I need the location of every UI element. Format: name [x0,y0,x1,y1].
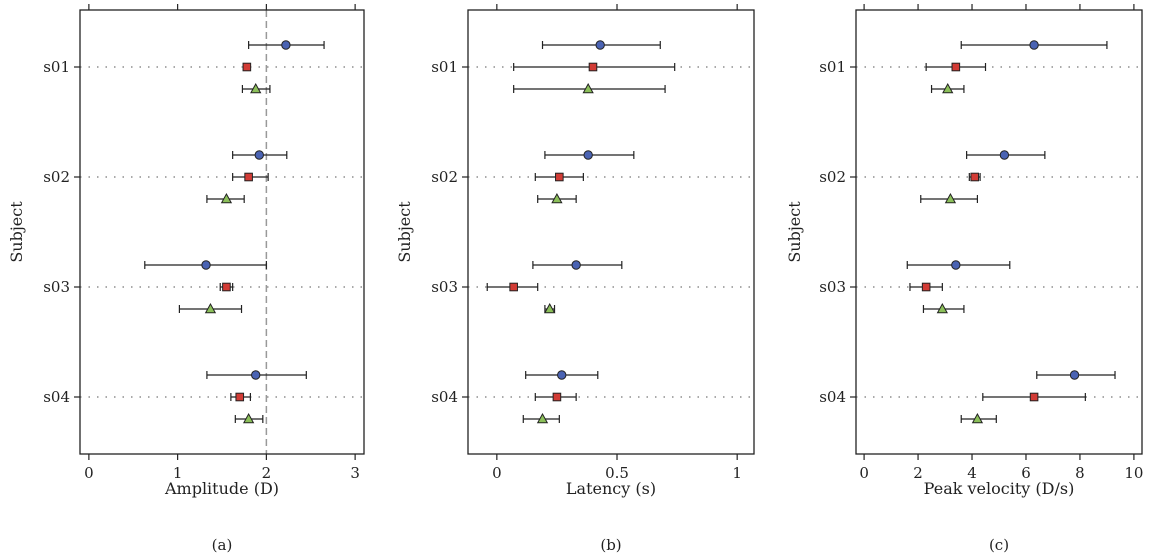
data-point-triangle-s04 [971,412,984,424]
y-tick-label-s02: s02 [431,168,458,186]
x-axis-label: Peak velocity (D/s) [924,479,1075,498]
x-tick-label: 0 [492,464,502,482]
plot-frame [79,9,365,455]
x-axis-label: Amplitude (D) [164,479,279,498]
data-point-circle-s04 [1069,370,1080,380]
data-point-circle-s01 [595,40,605,50]
data-point-square-s01 [588,62,598,72]
x-tick-label: 1 [732,464,742,482]
panel-2: 0 0.5 1 s01 s02 s03 s04 Latency (s) Subject (b) [395,4,755,554]
y-tick-label-s03: s03 [431,278,458,296]
panel-1: 0 1 2 3 s01 s02 s03 s04 Amplitude (D) Subject (a) [7,4,365,554]
data-point-circle-s04 [557,370,567,380]
data-point-triangle-s03 [544,302,556,314]
data-point-circle-s02 [999,150,1010,160]
series-square [486,62,676,402]
data-point-triangle-s04 [242,412,255,424]
y-tick-label-s02: s02 [819,168,846,186]
y-tick-label-s04: s04 [819,388,846,406]
data-point-triangle-s01 [582,82,594,94]
x-tick-label: 1 [173,464,183,482]
series-triangle [513,82,666,424]
y-tick-label-s02: s02 [43,168,70,186]
data-point-triangle-s01 [250,82,262,94]
data-point-square-s03 [509,282,518,292]
plot-frame [855,9,1143,455]
series-circle [144,40,325,380]
panel-3: 0 2 4 6 8 10 s01 s02 s03 s04 Peak velocity (D/s) Su… [785,4,1143,554]
data-point-triangle-s03 [204,302,217,314]
y-tick-label-s01: s01 [43,58,70,76]
y-tick-label-s03: s03 [819,278,846,296]
data-point-triangle-s04 [536,412,549,424]
series-triangle [178,82,271,424]
data-point-square-s01 [242,62,252,72]
data-point-square-s03 [222,282,231,292]
data-point-square-s02 [244,172,253,182]
data-point-triangle-s02 [944,192,957,204]
y-tick-label-s04: s04 [431,388,458,406]
x-tick-label: 2 [913,464,923,482]
x-tick-label: 0 [859,464,869,482]
data-point-circle-s03 [201,260,211,270]
data-point-triangle-s02 [220,192,233,204]
y-axis-label: Subject [395,201,414,263]
x-tick-label: 0 [84,464,94,482]
series-triangle [920,82,997,424]
x-tick-label: 3 [350,464,360,482]
data-point-circle-s02 [254,150,264,160]
y-tick-label-s03: s03 [43,278,70,296]
series-circle [525,40,661,380]
data-point-circle-s01 [1029,40,1039,50]
x-tick-label: 4 [967,464,977,482]
data-point-circle-s03 [951,260,961,270]
data-point-square-s01 [951,62,961,72]
data-point-square-s02 [970,172,980,182]
panel-label: (b) [600,536,621,554]
x-tick-label: 6 [1021,464,1031,482]
x-tick-label: 10 [1124,464,1143,482]
data-point-circle-s01 [281,40,291,50]
series-square [219,62,269,402]
x-tick-label: 2 [262,464,272,482]
data-point-square-s04 [552,392,562,402]
y-axis-label: Subject [7,201,26,263]
data-point-triangle-s03 [936,302,948,314]
data-point-triangle-s02 [551,192,563,204]
plot-frame [467,9,755,455]
x-tick-label: 8 [1075,464,1085,482]
panel-label: (c) [989,536,1009,554]
panel-label: (a) [212,536,233,554]
data-point-triangle-s01 [942,82,954,94]
y-tick-label-s04: s04 [43,388,70,406]
series-circle [906,40,1116,380]
data-point-circle-s03 [571,260,581,270]
data-point-square-s04 [1029,392,1039,402]
y-tick-label-s01: s01 [431,58,458,76]
y-axis-label: Subject [785,201,804,263]
x-tick-label: 0.5 [605,464,629,482]
data-point-circle-s04 [251,370,261,380]
data-point-circle-s02 [583,150,593,160]
data-point-square-s04 [235,392,245,402]
data-point-square-s02 [555,172,564,182]
y-tick-label-s01: s01 [819,58,846,76]
x-axis-label: Latency (s) [566,479,656,498]
data-point-square-s03 [921,282,931,292]
series-square [909,62,1086,402]
